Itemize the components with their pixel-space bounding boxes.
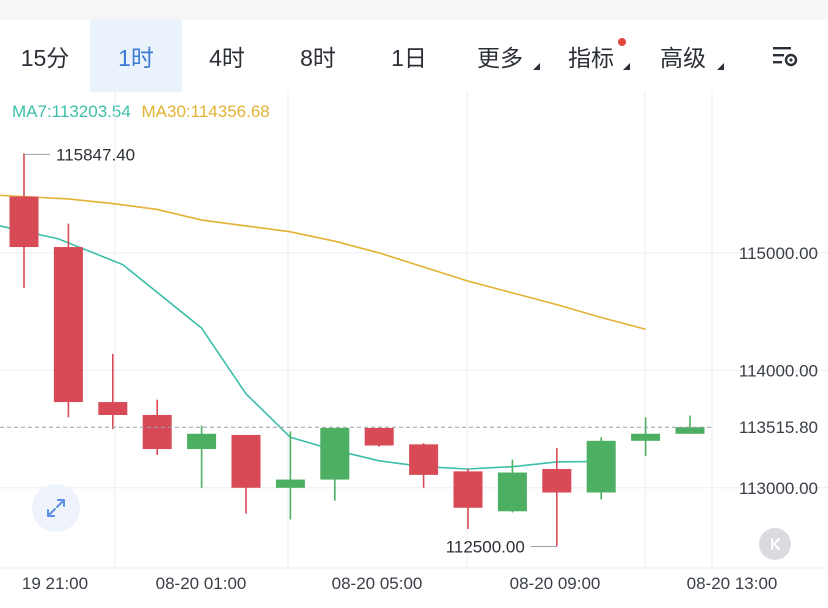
tab-4[interactable]: 1日 xyxy=(364,20,454,92)
top-strip xyxy=(0,0,828,20)
candle-down xyxy=(453,471,483,508)
ma30-line xyxy=(0,194,646,331)
tab-5[interactable]: 更多 xyxy=(454,20,546,92)
candle-down xyxy=(142,414,172,450)
chart-settings-button[interactable] xyxy=(760,20,810,92)
scroll-to-latest-button[interactable] xyxy=(759,528,791,560)
x-tick-label: 08-20 05:00 xyxy=(332,574,423,593)
tab-label: 4时 xyxy=(209,45,245,71)
x-tick-label: 08-20 13:00 xyxy=(687,574,778,593)
tab-7[interactable]: 高级 xyxy=(636,20,730,92)
expand-button[interactable] xyxy=(32,484,80,532)
tab-label: 高级 xyxy=(660,45,706,71)
tab-1[interactable]: 1时 xyxy=(90,20,182,92)
x-tick-label: 08-20 09:00 xyxy=(510,574,601,593)
ma-legend: MA7:113203.54 MA30:114356.68 xyxy=(12,102,270,122)
expand-icon xyxy=(47,499,65,517)
candle-down xyxy=(98,402,128,415)
tab-3[interactable]: 8时 xyxy=(272,20,364,92)
candle-down xyxy=(542,469,572,493)
candle-down xyxy=(364,427,394,446)
y-tick-label: 114000.00 xyxy=(739,361,818,380)
x-tick-label: 08-20 01:00 xyxy=(156,574,247,593)
candle-down xyxy=(409,444,439,475)
tab-label: 1日 xyxy=(391,45,427,71)
y-tick-label: 115000.00 xyxy=(739,244,818,263)
current-price-label: 113515.80 xyxy=(739,418,818,437)
tab-label: 1时 xyxy=(118,45,154,71)
candle-up xyxy=(497,472,527,512)
tab-2[interactable]: 4时 xyxy=(182,20,272,92)
tab-0[interactable]: 15分 xyxy=(0,20,90,92)
tab-6[interactable]: 指标 xyxy=(546,20,636,92)
notification-dot xyxy=(618,38,626,46)
tab-label: 指标 xyxy=(568,45,614,71)
dropdown-triangle-icon xyxy=(623,63,630,70)
high-marker-label: 115847.40 xyxy=(56,145,135,164)
double-chevron-left-icon xyxy=(771,538,780,550)
low-marker-label: 112500.00 xyxy=(446,538,525,557)
tab-label: 8时 xyxy=(300,45,336,71)
candlestick-chart[interactable]: 115000.00 114000.00 113000.00 19 21:00 08-20… xyxy=(0,92,828,608)
candle-up xyxy=(586,440,616,493)
dropdown-triangle-icon xyxy=(717,63,724,70)
x-tick-label: 19 21:00 xyxy=(22,574,88,593)
candle-down xyxy=(9,196,39,248)
tab-label: 更多 xyxy=(477,45,523,71)
ma30-label: MA30:114356.68 xyxy=(141,102,270,121)
y-tick-label: 113000.00 xyxy=(739,479,818,498)
candle-down xyxy=(53,247,83,403)
candle-up xyxy=(631,433,661,441)
chart-settings-icon xyxy=(773,47,798,67)
candle-up xyxy=(320,427,350,480)
candle-down xyxy=(231,434,261,488)
ma7-label: MA7:113203.54 xyxy=(12,102,131,121)
dropdown-triangle-icon xyxy=(533,63,540,70)
candle-up xyxy=(675,427,705,434)
ma7-line xyxy=(0,225,602,470)
interval-tab-bar: 15分 1时 4时 8时 1日 更多 指标 高级 xyxy=(0,20,828,92)
tab-label: 15分 xyxy=(20,45,70,71)
candle-up xyxy=(187,433,217,450)
candle-up xyxy=(275,479,305,488)
